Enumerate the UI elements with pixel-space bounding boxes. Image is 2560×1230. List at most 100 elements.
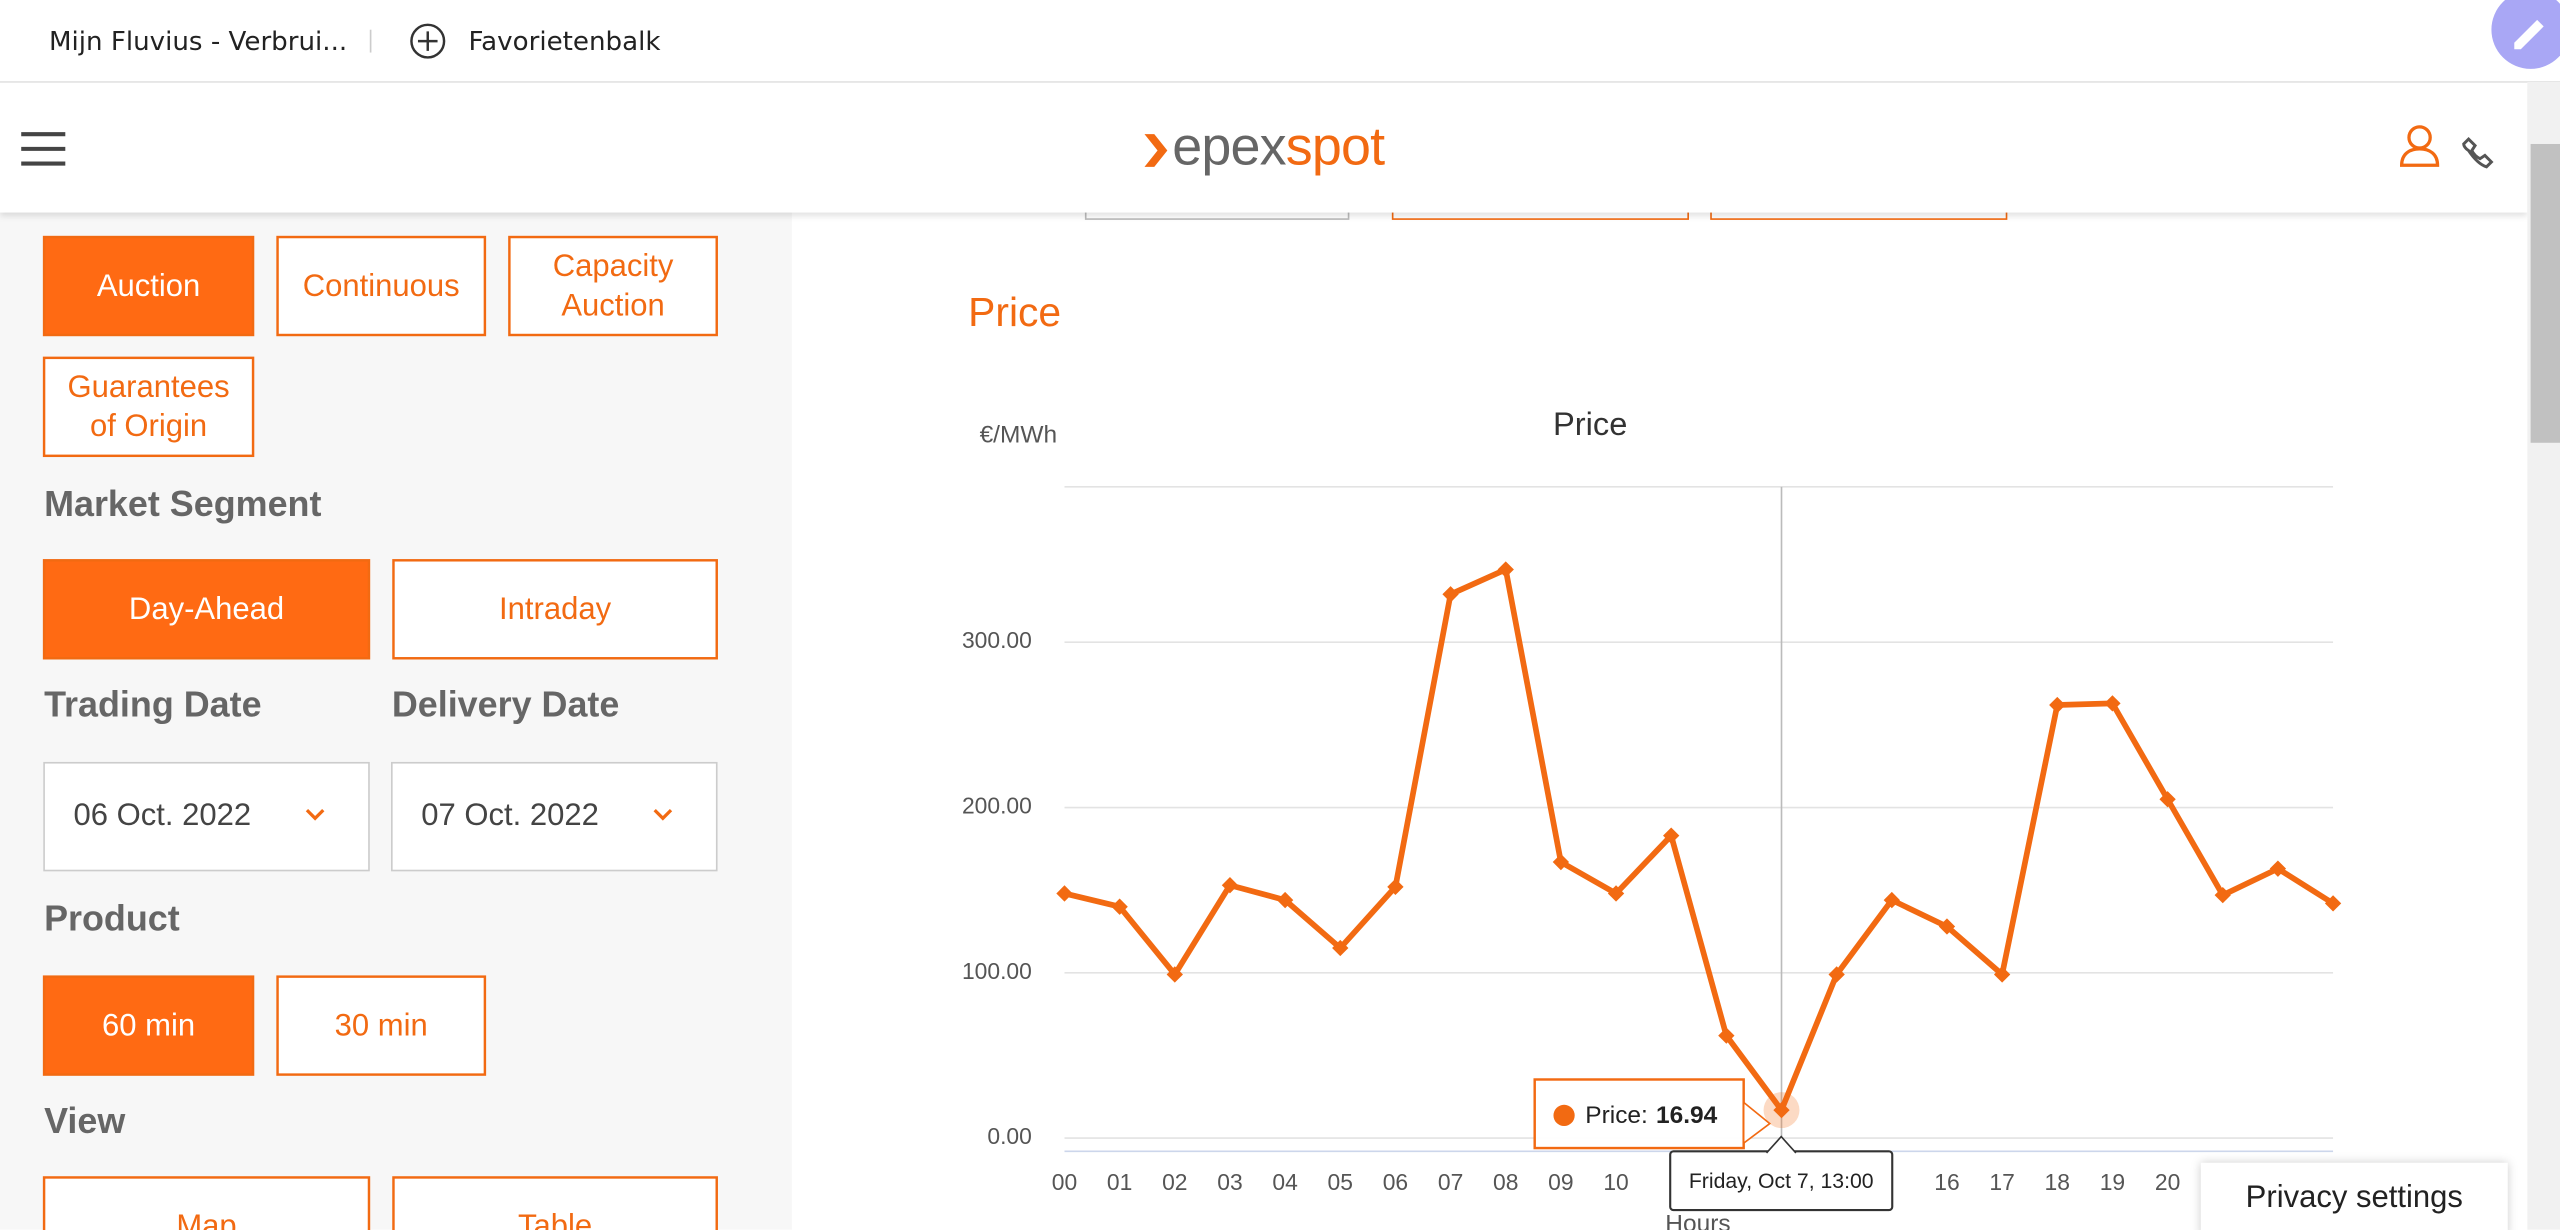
- point[interactable]: [1497, 561, 1514, 578]
- option-label[interactable]: of Origin: [90, 408, 207, 443]
- chart-title: Price: [1553, 405, 1627, 442]
- chevron: [305, 808, 325, 821]
- option-button[interactable]: [276, 235, 487, 337]
- chart: 0.00 100.00 200.00 300.00 00 01 02 03 04 05 06 07 08…: [962, 486, 2342, 1212]
- y-axis-title: €/MWh: [980, 422, 1057, 449]
- option-label[interactable]: Map: [176, 1208, 236, 1230]
- y-tick-label: 100.00: [962, 958, 1032, 984]
- edit-icon: [2514, 19, 2544, 50]
- option-label[interactable]: Auction: [561, 287, 664, 322]
- point[interactable]: [1276, 891, 1294, 909]
- point[interactable]: [1938, 918, 1956, 935]
- option-button[interactable]: [508, 235, 718, 337]
- x-tick-label: 00: [1052, 1169, 1077, 1195]
- field-label: Delivery Date: [392, 684, 620, 725]
- x-tick-label: 05: [1328, 1169, 1353, 1195]
- point[interactable]: [1387, 878, 1404, 896]
- date-value[interactable]: 06 Oct. 2022: [73, 797, 251, 832]
- date-value[interactable]: 07 Oct. 2022: [421, 797, 599, 832]
- option-label[interactable]: Auction: [97, 268, 200, 303]
- option-button[interactable]: [42, 235, 255, 337]
- point[interactable]: [1221, 877, 1239, 894]
- option-button[interactable]: [42, 1176, 371, 1230]
- point[interactable]: [1993, 966, 2011, 983]
- x-tick-label: 07: [1438, 1169, 1463, 1195]
- point[interactable]: [1332, 939, 1349, 957]
- tooltip-value: 16.94: [1656, 1103, 1718, 1130]
- menu-icon[interactable]: [21, 132, 66, 166]
- point[interactable]: [1056, 885, 1073, 902]
- point[interactable]: [1773, 1101, 1790, 1119]
- option-label[interactable]: Capacity: [553, 248, 674, 283]
- tooltip-label: Price:: [1585, 1103, 1648, 1130]
- option-button[interactable]: [392, 1176, 718, 1230]
- tab-title[interactable]: Mijn Fluvius - Verbrui...: [49, 27, 347, 57]
- tooltip-pointer: [1742, 1100, 1772, 1145]
- privacy-settings[interactable]: Privacy settings: [2246, 1179, 2463, 1214]
- option-label[interactable]: Guarantees: [68, 369, 230, 404]
- point[interactable]: [2049, 696, 2066, 714]
- x-tick-label: 04: [1272, 1169, 1298, 1195]
- option-label[interactable]: Continuous: [303, 268, 460, 303]
- y-tick-label: 0.00: [987, 1123, 1031, 1149]
- x-tick-label: 01: [1107, 1169, 1132, 1195]
- option-label[interactable]: Day-Ahead: [129, 591, 284, 626]
- chevron: [653, 808, 673, 821]
- point[interactable]: [1883, 891, 1900, 909]
- point[interactable]: [1552, 853, 1570, 871]
- option-label[interactable]: Table: [518, 1208, 592, 1230]
- option-label[interactable]: 60 min: [102, 1007, 195, 1042]
- price-line: [1063, 566, 2335, 1113]
- logo: epexspot: [1172, 117, 1385, 177]
- x-tick-label: 06: [1383, 1169, 1408, 1195]
- y-tick-label: 300.00: [962, 627, 1032, 653]
- field-label: Market Segment: [44, 483, 321, 524]
- tooltip-header: Friday, Oct 7, 13:00: [1689, 1170, 1874, 1193]
- option-label[interactable]: 30 min: [335, 1007, 428, 1042]
- phone-icon[interactable]: [2462, 137, 2494, 169]
- option-button[interactable]: [42, 356, 255, 458]
- x-tick-label: 02: [1162, 1169, 1187, 1195]
- option-button[interactable]: [392, 559, 718, 660]
- tooltip-text: Price: 16.94: [1585, 1103, 1717, 1130]
- option-button[interactable]: [42, 559, 371, 660]
- x-tick-label: 18: [2045, 1169, 2070, 1195]
- logo-left: epex: [1172, 117, 1286, 177]
- section-title: Price: [968, 289, 1061, 335]
- tooltip-dot: [1553, 1104, 1575, 1127]
- x-tick-label: 03: [1217, 1169, 1242, 1195]
- point[interactable]: [1718, 1027, 1735, 1044]
- point[interactable]: [1607, 885, 1625, 902]
- option-button[interactable]: [42, 975, 255, 1076]
- add-icon[interactable]: [410, 23, 446, 59]
- point[interactable]: [1828, 966, 1845, 983]
- sidebar: Auction Continuous Capacity Auction Guarante…: [42, 235, 718, 1230]
- point[interactable]: [1442, 586, 1459, 603]
- point[interactable]: [1166, 966, 1183, 983]
- point[interactable]: [2104, 695, 2121, 712]
- x-tick-label: 16: [1934, 1169, 1959, 1195]
- scrollbar-thumb[interactable]: [2530, 143, 2560, 443]
- option-label[interactable]: Intraday: [499, 591, 612, 626]
- x-tick-label: 20: [2155, 1169, 2180, 1195]
- field-label: Trading Date: [44, 684, 261, 725]
- x-tick-label: 09: [1548, 1169, 1573, 1195]
- x-tick-label: 10: [1603, 1169, 1628, 1195]
- x-tick-label: 17: [1989, 1169, 2014, 1195]
- x-tick-label: 08: [1493, 1169, 1518, 1195]
- header-bar: [0, 81, 2528, 213]
- y-tick-label: 200.00: [962, 793, 1032, 819]
- browser-bar: [0, 0, 2560, 82]
- field-label: Product: [44, 898, 180, 939]
- add-icon-plus: [417, 31, 438, 51]
- field-label: View: [44, 1100, 125, 1141]
- option-button[interactable]: [276, 975, 487, 1076]
- tooltip-header-pointer: [1765, 1135, 1797, 1154]
- user-icon-body: [2399, 147, 2440, 167]
- x-tick-label: 19: [2100, 1169, 2125, 1195]
- privacy-box[interactable]: [2200, 1162, 2508, 1230]
- logo-right: spot: [1286, 117, 1385, 177]
- logo-mark: [1144, 134, 1168, 167]
- favorites[interactable]: Favorietenbalk: [469, 27, 662, 57]
